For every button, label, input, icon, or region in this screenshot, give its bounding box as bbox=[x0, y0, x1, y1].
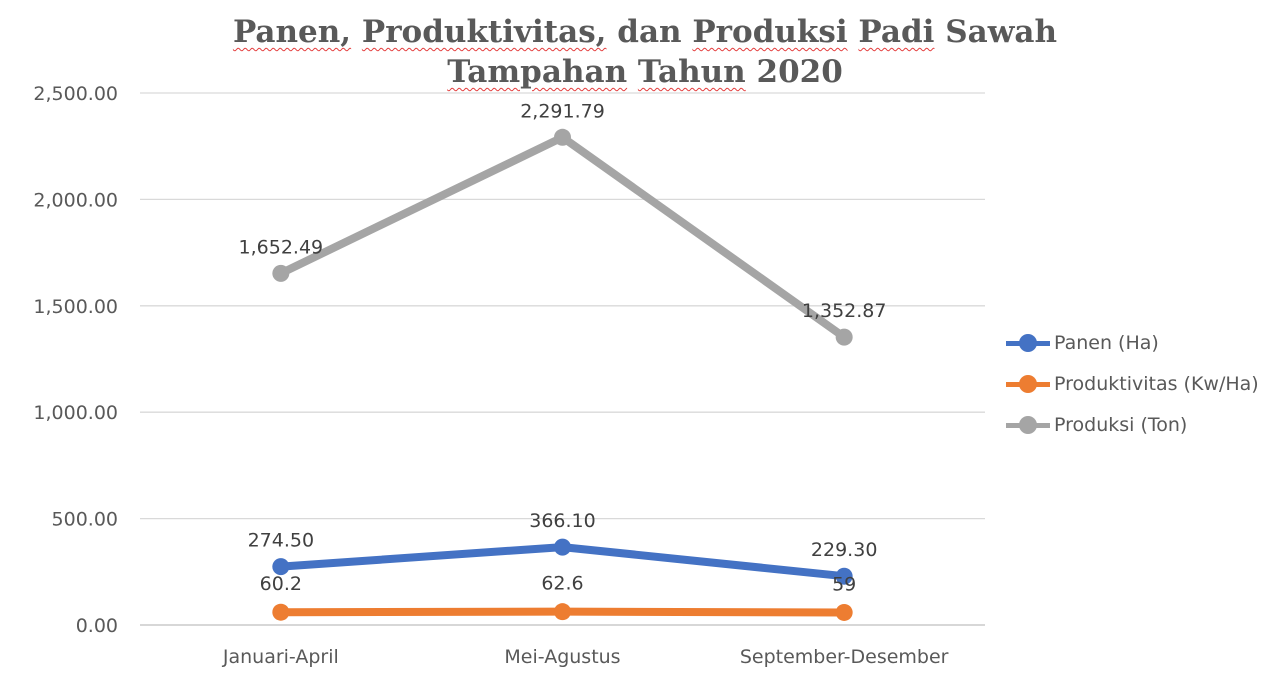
y-tick-label: 1,500.00 bbox=[33, 296, 118, 318]
title-word: Tampahan bbox=[447, 54, 628, 90]
legend-label: Produksi (Ton) bbox=[1054, 413, 1188, 436]
y-tick-label: 500.00 bbox=[52, 509, 118, 531]
data-label: 62.6 bbox=[541, 573, 583, 595]
y-tick-label: 1,000.00 bbox=[33, 402, 118, 424]
chart-title-line-2: Tampahan Tahun 2020 bbox=[140, 52, 1150, 92]
data-label: 366.10 bbox=[529, 510, 595, 532]
title-word: dan bbox=[617, 14, 682, 50]
legend-swatch bbox=[1004, 333, 1052, 353]
data-label: 60.2 bbox=[260, 573, 302, 595]
data-labels: 274.50 366.10 229.30 60.2 62.6 59 1,652.49 2,29… bbox=[239, 100, 887, 595]
title-word: 2020 bbox=[756, 54, 843, 90]
y-axis-ticks: 0.00 500.00 1,000.00 1,500.00 2,000.00 2,500.… bbox=[33, 83, 118, 637]
data-label: 229.30 bbox=[811, 539, 877, 561]
series-line bbox=[276, 133, 849, 342]
data-point bbox=[554, 128, 571, 146]
y-tick-label: 2,000.00 bbox=[33, 189, 118, 211]
y-tick-label: 0.00 bbox=[76, 615, 118, 637]
data-label: 274.50 bbox=[248, 530, 314, 552]
legend: Panen (Ha) Produktivitas (Kw/Ha) Produksi … bbox=[1004, 322, 1259, 445]
data-label: 1,352.87 bbox=[802, 300, 887, 322]
data-point bbox=[835, 328, 853, 346]
data-point bbox=[835, 603, 853, 621]
data-point bbox=[554, 603, 571, 621]
x-tick-label: September-Desember bbox=[740, 646, 949, 668]
title-word: Panen, bbox=[232, 14, 352, 50]
legend-item: Produktivitas (Kw/Ha) bbox=[1004, 363, 1259, 404]
legend-label: Produktivitas (Kw/Ha) bbox=[1054, 372, 1259, 395]
gridlines bbox=[140, 92, 985, 626]
x-tick-label: Januari-April bbox=[222, 646, 339, 668]
title-word: Padi bbox=[858, 14, 935, 50]
data-point bbox=[272, 264, 290, 282]
data-point bbox=[272, 603, 290, 621]
chart-title: Panen, Produktivitas, dan Produksi Padi … bbox=[140, 12, 1150, 92]
chart-title-line-1: Panen, Produktivitas, dan Produksi Padi … bbox=[140, 12, 1150, 52]
legend-item: Produksi (Ton) bbox=[1004, 404, 1259, 445]
series-lines bbox=[272, 128, 853, 621]
legend-label: Panen (Ha) bbox=[1054, 331, 1159, 354]
data-label: 1,652.49 bbox=[239, 236, 324, 258]
data-label: 2,291.79 bbox=[520, 100, 605, 122]
data-point bbox=[272, 558, 290, 576]
legend-swatch bbox=[1004, 415, 1052, 435]
x-tick-label: Mei-Agustus bbox=[504, 646, 620, 668]
title-word: Tahun bbox=[637, 54, 746, 90]
title-word: Produksi bbox=[692, 14, 848, 50]
data-point bbox=[835, 567, 853, 585]
data-point bbox=[554, 538, 571, 556]
legend-item: Panen (Ha) bbox=[1004, 322, 1259, 363]
title-word: Sawah bbox=[945, 14, 1058, 50]
y-tick-label: 2,500.00 bbox=[33, 83, 118, 105]
title-word: Produktivitas, bbox=[361, 14, 607, 50]
data-label: 59 bbox=[832, 573, 856, 595]
x-axis-ticks: Januari-April Mei-Agustus September-Desemb… bbox=[222, 646, 949, 668]
legend-swatch bbox=[1004, 374, 1052, 394]
